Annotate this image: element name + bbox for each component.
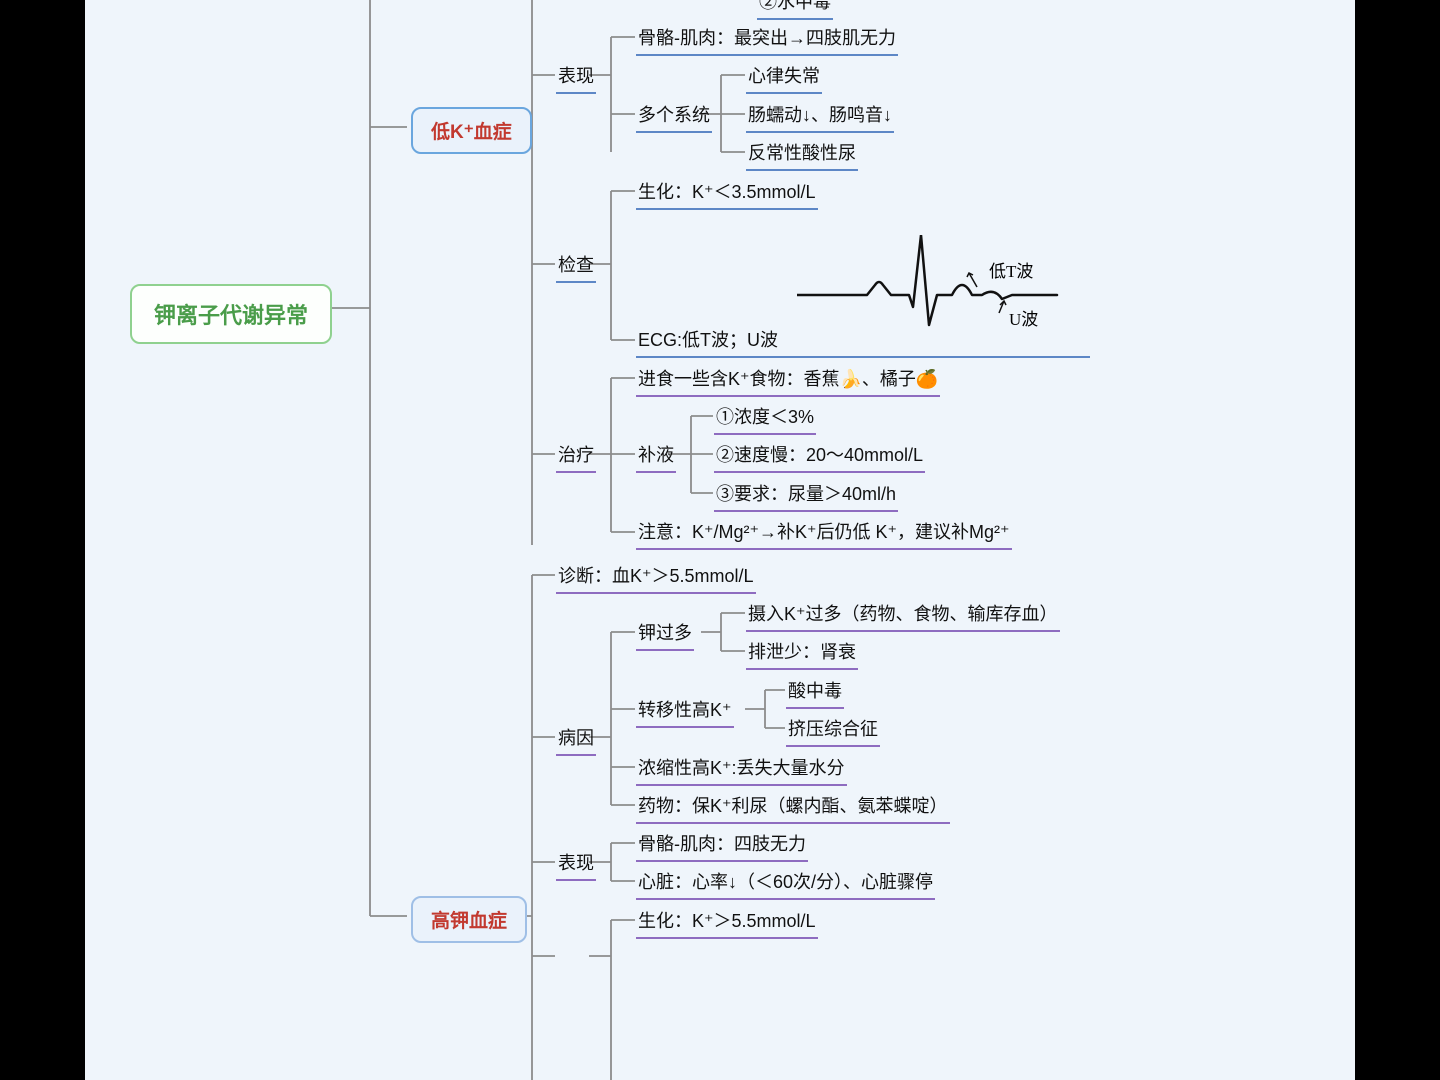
highk-jiancha-partial: 生化：K⁺＞5.5mmol/L — [636, 907, 818, 939]
lowk-ms-2: 反常性酸性尿 — [746, 139, 858, 171]
low-k-topic: 低K⁺血症 — [411, 107, 532, 154]
lowk-ms-1: 肠蠕动↓、肠鸣音↓ — [746, 101, 894, 133]
highk-bingyin: 病因 — [556, 724, 596, 756]
highk-bx-0: 骨骼-肌肉：四肢无力 — [636, 830, 808, 862]
root-node: 钾离子代谢异常 — [130, 284, 332, 344]
highk-zy-0: 酸中毒 — [786, 677, 844, 709]
lowk-biochem: 生化：K⁺＜3.5mmol/L — [636, 178, 818, 210]
partial-top-leaf: ②水中毒 — [757, 0, 833, 20]
highk-biaoxian: 表现 — [556, 849, 596, 881]
highk-keduo-0: 摄入K⁺过多（药物、食物、输库存血） — [746, 600, 1060, 632]
highk-zhuanyi: 转移性高K⁺ — [636, 696, 734, 728]
highk-keduo: 钾过多 — [636, 619, 694, 651]
lowk-buye-2: ③要求：尿量＞40ml/h — [714, 480, 898, 512]
ecg-sketch: 低T波 U波 — [797, 235, 1067, 345]
lowk-buye: 补液 — [636, 441, 676, 473]
lowk-note: 注意：K⁺/Mg²⁺→补K⁺后仍低 K⁺，建议补Mg²⁺ — [636, 518, 1012, 550]
lowk-buye-1: ②速度慢：20～40mmol/L — [714, 441, 925, 473]
lowk-skeletal: 骨骼-肌肉：最突出→四肢肌无力 — [636, 24, 898, 56]
highk-keduo-1: 排泄少：肾衰 — [746, 638, 858, 670]
lowk-zhiliao: 治疗 — [556, 441, 596, 473]
high-k-topic: 高钾血症 — [411, 896, 527, 943]
lowk-buye-0: ①浓度＜3% — [714, 403, 816, 435]
highk-nongsuo: 浓缩性高K⁺:丢失大量水分 — [636, 754, 847, 786]
lowk-multisys: 多个系统 — [636, 101, 712, 133]
highk-diag: 诊断：血K⁺＞5.5mmol/L — [556, 562, 756, 594]
highk-yaowu: 药物：保K⁺利尿（螺内酯、氨苯蝶啶） — [636, 792, 950, 824]
lowk-ms-0: 心律失常 — [746, 62, 822, 94]
lowk-food: 进食一些含K⁺食物：香蕉🍌、橘子🍊 — [636, 365, 940, 397]
lowk-jiancha: 检查 — [556, 251, 596, 283]
highk-bx-1: 心脏：心率↓（＜60次/分）、心脏骤停 — [636, 868, 935, 900]
highk-zy-1: 挤压综合征 — [786, 715, 880, 747]
lowk-biaoxian: 表现 — [556, 62, 596, 94]
